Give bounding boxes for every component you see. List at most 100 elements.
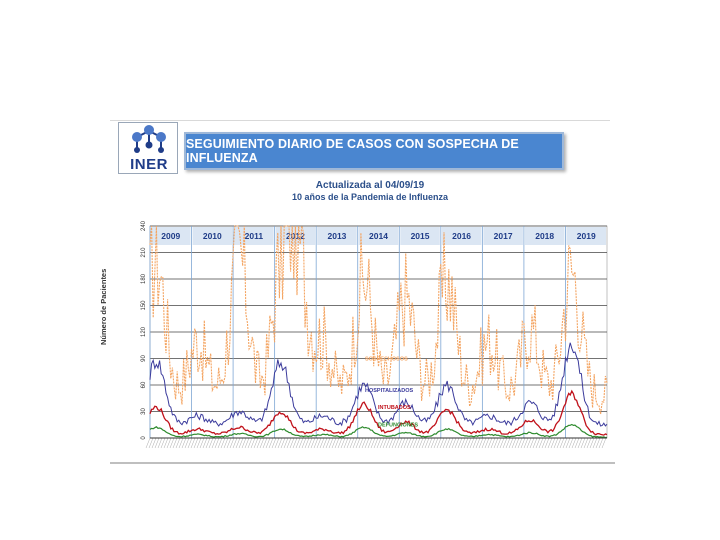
x-tick bbox=[487, 437, 493, 449]
x-tick bbox=[172, 437, 178, 449]
year-band bbox=[192, 227, 233, 245]
x-tick bbox=[421, 437, 427, 449]
x-tick bbox=[187, 437, 193, 449]
x-tick bbox=[289, 437, 295, 449]
x-tick bbox=[409, 437, 415, 449]
x-tick bbox=[517, 437, 523, 449]
series-line-hospitalizados bbox=[149, 342, 608, 427]
x-tick bbox=[226, 437, 232, 449]
molecule-icon bbox=[132, 125, 166, 153]
y-tick-label: 60 bbox=[141, 381, 147, 388]
x-tick bbox=[268, 437, 274, 449]
title-banner: SEGUIMIENTO DIARIO DE CASOS CON SOSPECHA… bbox=[184, 132, 564, 170]
series-line-defunciones bbox=[149, 423, 608, 439]
year-band bbox=[317, 227, 357, 245]
y-tick-label: 210 bbox=[141, 247, 147, 258]
x-tick bbox=[580, 437, 586, 449]
x-tick bbox=[511, 437, 517, 449]
x-tick bbox=[331, 437, 337, 449]
y-tick-label: 240 bbox=[141, 220, 147, 231]
x-tick bbox=[253, 437, 259, 449]
series-label: INTUBADOS bbox=[378, 405, 411, 411]
x-tick bbox=[445, 437, 451, 449]
x-tick bbox=[505, 437, 511, 449]
x-tick bbox=[169, 437, 175, 449]
x-tick bbox=[145, 437, 151, 449]
x-tick bbox=[190, 437, 196, 449]
x-tick bbox=[559, 437, 565, 449]
x-tick bbox=[256, 437, 262, 449]
x-tick bbox=[571, 437, 577, 449]
chart-subtitle: 10 años de la Pandemia de Influenza bbox=[291, 192, 449, 202]
x-tick bbox=[583, 437, 589, 449]
x-tick bbox=[466, 437, 472, 449]
x-tick bbox=[469, 437, 475, 449]
x-tick bbox=[436, 437, 442, 449]
x-tick bbox=[184, 437, 190, 449]
x-tick bbox=[340, 437, 346, 449]
x-tick bbox=[328, 437, 334, 449]
year-label: 2014 bbox=[369, 231, 388, 241]
updated-label: Actualizada al 04/09/19 bbox=[315, 180, 425, 191]
x-tick bbox=[229, 437, 235, 449]
x-tick bbox=[481, 437, 487, 449]
y-tick-label: 120 bbox=[141, 326, 147, 337]
x-tick bbox=[148, 437, 154, 449]
y-tick-label: 180 bbox=[141, 273, 147, 284]
year-band bbox=[358, 227, 399, 245]
x-tick bbox=[196, 437, 202, 449]
x-tick bbox=[595, 437, 601, 449]
x-tick bbox=[292, 437, 298, 449]
x-tick bbox=[166, 437, 172, 449]
x-tick bbox=[556, 437, 562, 449]
x-tick bbox=[382, 437, 388, 449]
x-tick bbox=[406, 437, 412, 449]
y-tick-label: 90 bbox=[141, 355, 147, 362]
iner-logo: INER bbox=[118, 122, 178, 174]
x-tick bbox=[265, 437, 271, 449]
x-tick bbox=[430, 437, 436, 449]
series-line-intubados bbox=[149, 389, 608, 436]
banner-title: SEGUIMIENTO DIARIO DE CASOS CON SOSPECHA… bbox=[186, 137, 519, 165]
x-tick bbox=[151, 437, 157, 449]
x-tick bbox=[238, 437, 244, 449]
x-tick bbox=[304, 437, 310, 449]
x-tick bbox=[175, 437, 181, 449]
x-tick bbox=[211, 437, 217, 449]
x-tick bbox=[529, 437, 535, 449]
x-tick bbox=[199, 437, 205, 449]
year-label: 2013 bbox=[327, 231, 346, 241]
x-tick bbox=[244, 437, 250, 449]
x-tick bbox=[499, 437, 505, 449]
x-tick bbox=[274, 437, 280, 449]
x-tick bbox=[352, 437, 358, 449]
year-label: 2019 bbox=[577, 231, 596, 241]
x-tick bbox=[316, 437, 322, 449]
year-label: 2009 bbox=[161, 231, 180, 241]
x-tick bbox=[418, 437, 424, 449]
x-tick bbox=[550, 437, 556, 449]
year-label: 2011 bbox=[245, 231, 264, 241]
x-tick bbox=[391, 437, 397, 449]
x-tick bbox=[334, 437, 340, 449]
x-tick bbox=[343, 437, 349, 449]
x-tick bbox=[442, 437, 448, 449]
x-tick bbox=[475, 437, 481, 449]
y-tick-label: 30 bbox=[141, 408, 147, 415]
year-band bbox=[151, 227, 191, 245]
x-tick bbox=[313, 437, 319, 449]
x-tick bbox=[202, 437, 208, 449]
x-tick bbox=[181, 437, 187, 449]
x-tick bbox=[157, 437, 163, 449]
x-tick bbox=[319, 437, 325, 449]
x-tick bbox=[400, 437, 406, 449]
x-tick bbox=[271, 437, 277, 449]
bottom-divider bbox=[110, 462, 615, 464]
x-tick bbox=[397, 437, 403, 449]
x-tick bbox=[208, 437, 214, 449]
x-tick bbox=[568, 437, 574, 449]
x-tick bbox=[415, 437, 421, 449]
year-label: 2017 bbox=[494, 231, 513, 241]
